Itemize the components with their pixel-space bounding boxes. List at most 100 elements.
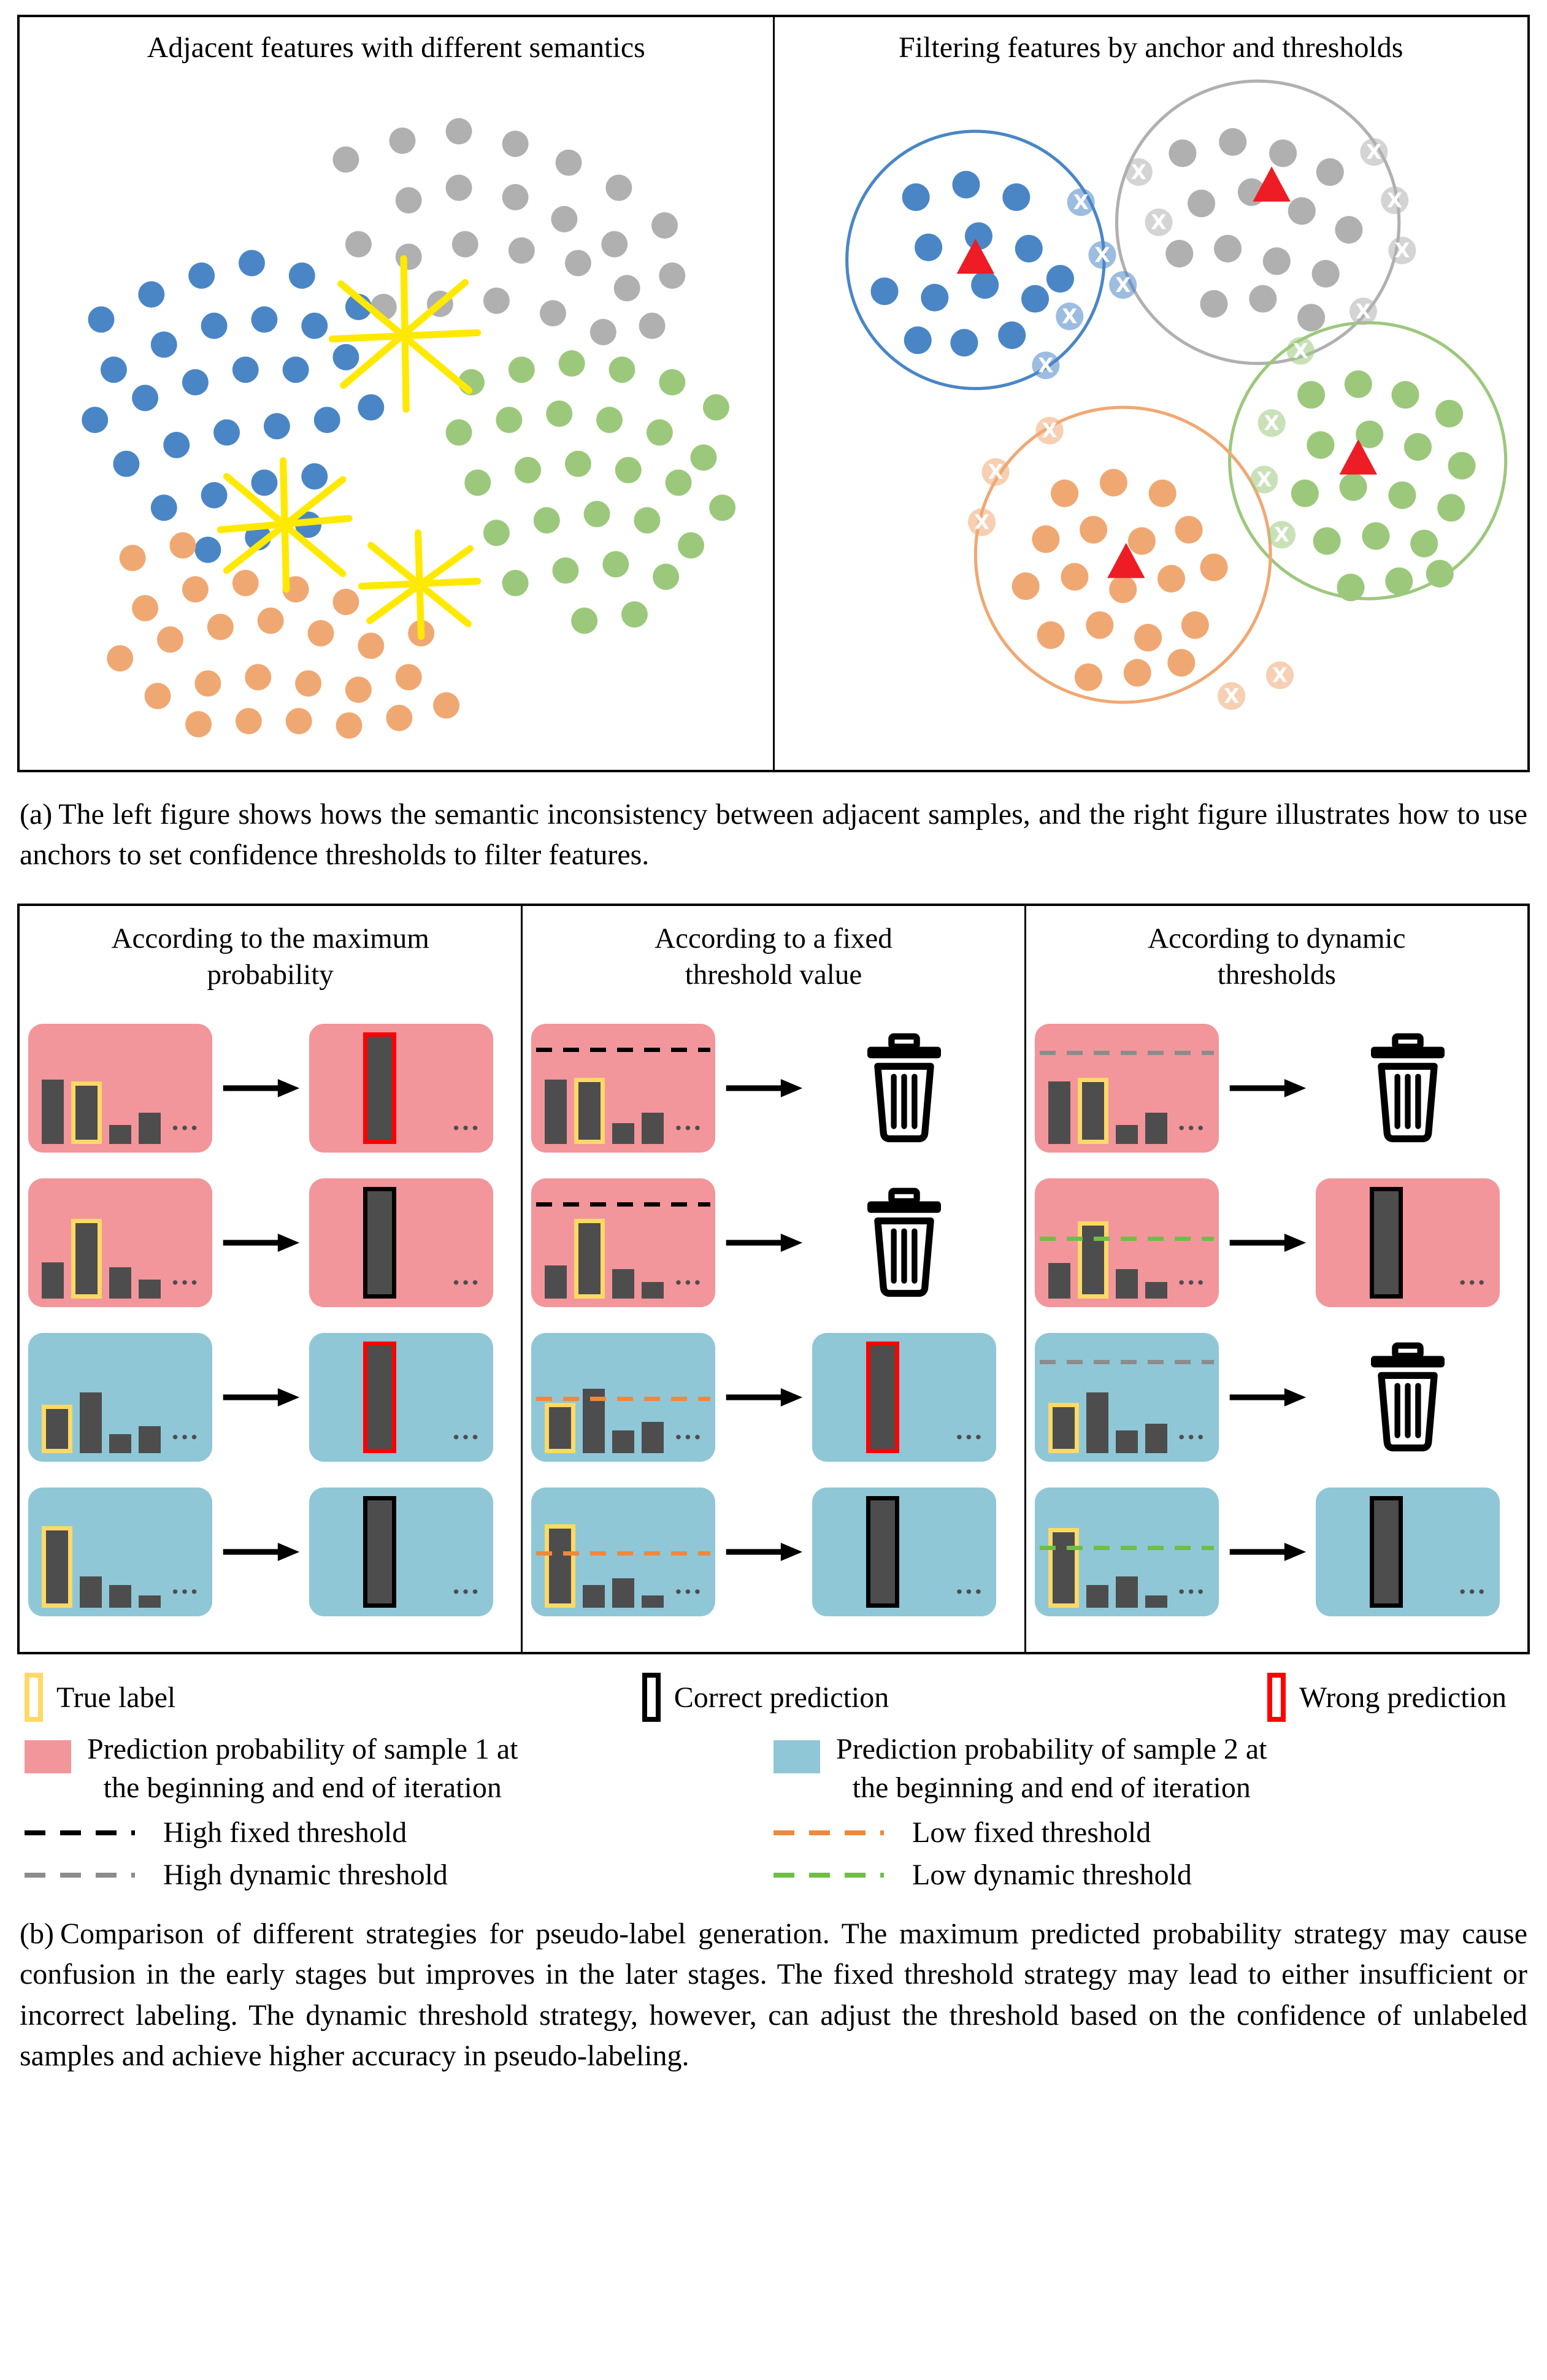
feature-dot: [1055, 302, 1083, 331]
arrow-icon: [223, 1234, 300, 1253]
feature-dot: [251, 306, 278, 333]
result-slot: …: [309, 1024, 493, 1153]
probability-panel: …: [531, 1178, 716, 1308]
feature-dot: [1200, 553, 1228, 582]
strategy-column-title: According to the maximum probability: [111, 923, 429, 991]
strategy-row: ……: [28, 1484, 516, 1620]
feature-dot: [445, 419, 472, 446]
ellipsis: …: [451, 1105, 482, 1137]
feature-dot: [150, 494, 177, 521]
feature-dot: [100, 356, 127, 383]
feature-dot: [88, 306, 115, 333]
high-fixed-text: High fixed threshold: [163, 1816, 407, 1849]
probability-bar: [545, 1265, 567, 1299]
ellipsis: …: [171, 1105, 201, 1137]
feature-dot: [1168, 139, 1196, 167]
probability-bars: [42, 1219, 161, 1299]
feature-dot: [1127, 527, 1156, 555]
feature-dot: [245, 664, 272, 691]
arrow-head: [277, 1543, 300, 1562]
feature-dot: [1108, 271, 1137, 299]
probability-bar: [1145, 1424, 1167, 1454]
arrow-head: [1284, 1234, 1306, 1253]
ellipsis: …: [451, 1259, 482, 1291]
sample2-swatch: [774, 1740, 820, 1774]
anchor-triangle: [1339, 439, 1377, 475]
probability-bars: [1048, 1528, 1167, 1608]
legend-row-swatches: True label Correct prediction Wrong pred…: [25, 1673, 1522, 1722]
feature-dot: [564, 250, 591, 277]
feature-dot: [646, 419, 673, 446]
legend-row-dynamic-thresholds: High dynamic threshold Low dynamic thres…: [25, 1858, 1522, 1892]
feature-dot: [605, 174, 632, 201]
ellipsis: …: [954, 1568, 986, 1600]
result-slot: [812, 1031, 996, 1146]
feature-dot: [251, 469, 278, 496]
feature-dot: [1437, 494, 1465, 522]
true-label-swatch: [25, 1673, 43, 1722]
trash-handle: [888, 1033, 921, 1051]
arrow-icon: [223, 1079, 300, 1098]
probability-bar: [80, 1392, 102, 1454]
arrow-head: [781, 1388, 803, 1407]
feature-dot: [1175, 516, 1203, 544]
probability-bars: [545, 1219, 664, 1299]
probability-panel: …: [28, 1024, 212, 1153]
strategy-row: …: [531, 1175, 1019, 1311]
probability-bar: [80, 1576, 102, 1608]
feature-dot: [1384, 567, 1413, 595]
feature-dot: [1349, 298, 1377, 326]
feature-dot: [1297, 381, 1325, 409]
feature-dot: [345, 676, 372, 703]
result-panel: …: [1315, 1178, 1500, 1308]
probability-bars: [545, 1078, 664, 1145]
feature-dot: [395, 187, 422, 214]
feature-dot: [589, 318, 616, 345]
probability-bars: [1048, 1221, 1167, 1299]
result-slot: …: [812, 1333, 997, 1462]
feature-dot: [1217, 682, 1245, 710]
feature-dot: [870, 277, 899, 305]
arrow-head: [781, 1543, 803, 1562]
ellipsis: …: [1177, 1105, 1208, 1137]
low-fixed-text: Low fixed threshold: [912, 1816, 1151, 1849]
feature-dot: [920, 283, 948, 312]
feature-dot: [1213, 234, 1242, 263]
feature-dot: [1015, 234, 1043, 263]
legend-correct-prediction: Correct prediction: [518, 1673, 1012, 1722]
feature-dot: [1291, 479, 1319, 507]
arrow-icon: [1229, 1543, 1306, 1562]
feature-dot: [1157, 564, 1185, 593]
wrong-prediction-swatch: [1267, 1673, 1286, 1722]
sample1-line2: the beginning and end of iteration: [103, 1771, 502, 1804]
probability-panel: …: [1034, 1488, 1219, 1617]
feature-dot: [1257, 409, 1286, 437]
feature-dot: [194, 670, 221, 697]
feature-dot: [1037, 621, 1065, 649]
result-panel: …: [812, 1488, 997, 1617]
true-label-bar: [1077, 1078, 1108, 1145]
feature-dot: [1448, 451, 1476, 480]
strategy-row: ……: [1034, 1484, 1522, 1620]
x-mark: X: [1094, 244, 1110, 267]
feature-dot: [1074, 663, 1102, 691]
arrow-head: [1284, 1543, 1306, 1562]
feature-dot: [163, 432, 190, 458]
result-panel: …: [309, 1024, 493, 1153]
strategy-column-3: According to dynamic thresholds………………: [1024, 906, 1527, 1653]
feature-dot: [1046, 264, 1074, 293]
trash-body: [874, 1063, 935, 1143]
result-panel: …: [309, 1488, 493, 1617]
anchor-boundary-circle: [1115, 79, 1400, 366]
figure-a-right-title: Filtering features by anchor and thresho…: [899, 31, 1403, 64]
ellipsis: …: [674, 1568, 705, 1600]
legend-high-fixed: High fixed threshold: [25, 1816, 774, 1849]
caption-a-text: The left figure shows hows the semantic …: [20, 798, 1527, 872]
feature-dot: [634, 507, 661, 534]
feature-dot: [332, 344, 359, 370]
wrong-prediction-bar: [363, 1342, 396, 1454]
result-slot: …: [309, 1488, 493, 1617]
arrow-head: [1284, 1079, 1306, 1098]
feature-dot: [1099, 469, 1127, 497]
arrow-head: [1284, 1388, 1306, 1407]
